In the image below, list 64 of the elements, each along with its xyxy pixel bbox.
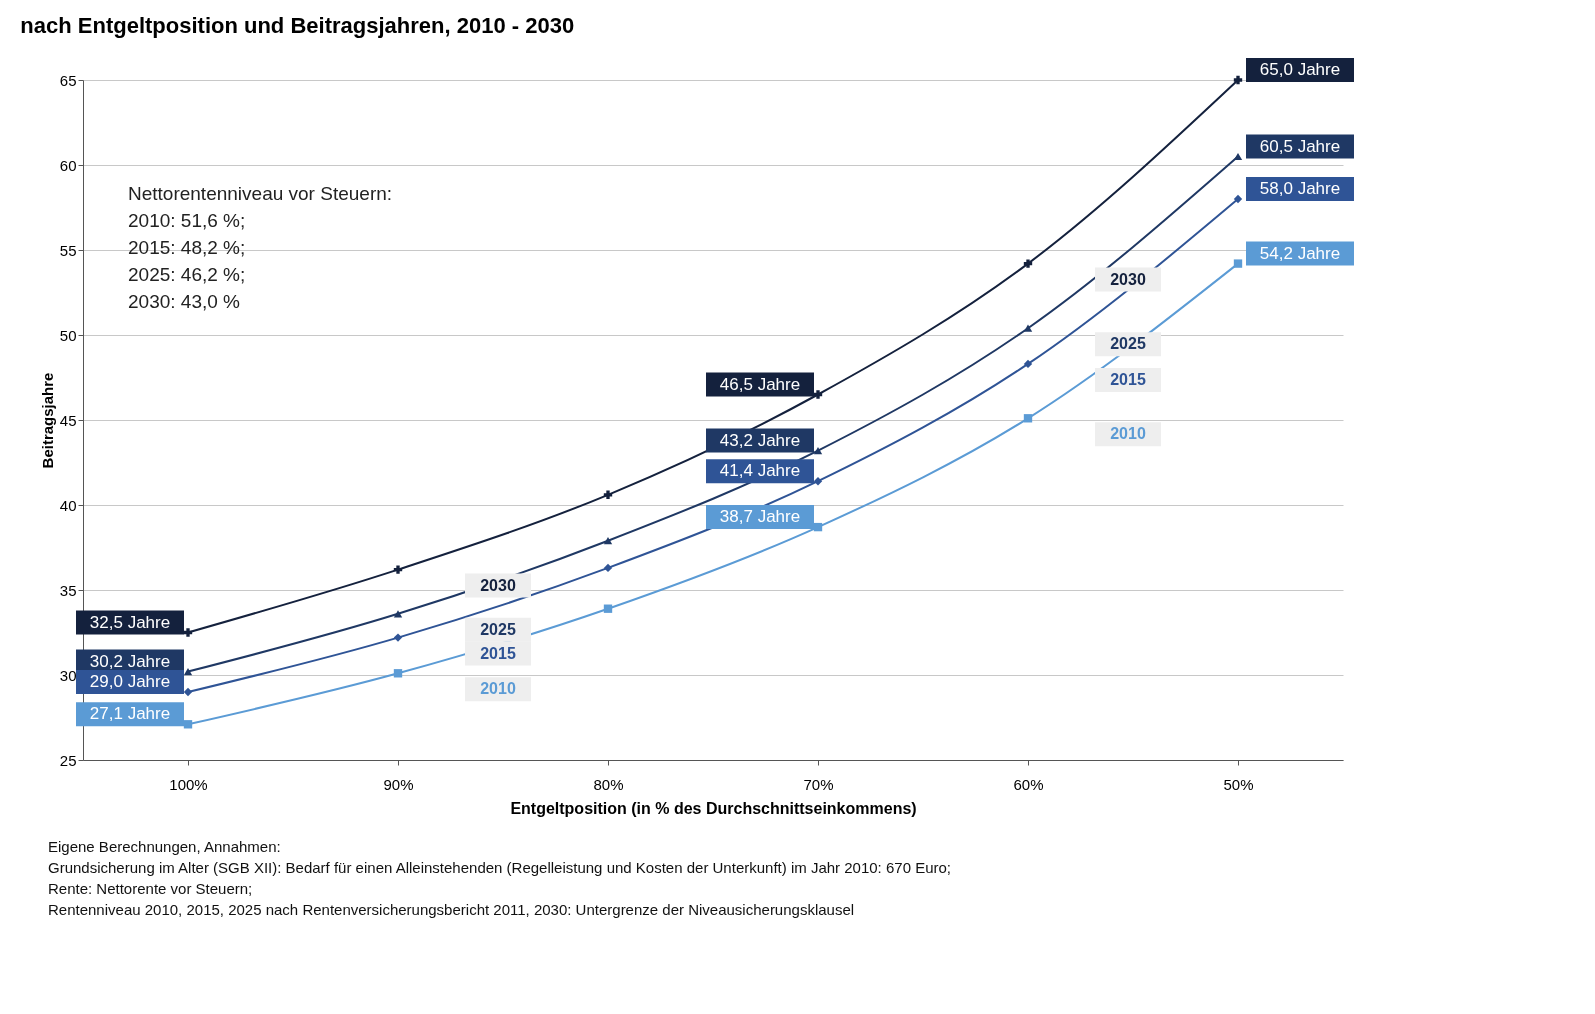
point: [1233, 259, 1243, 268]
data-label: 54,2 Jahre: [1259, 243, 1341, 263]
x-tick-label: 70%: [803, 775, 834, 793]
point: [183, 628, 193, 637]
series-label: 2025: [480, 620, 516, 638]
data-label: 60,5 Jahre: [1259, 136, 1341, 156]
series-label: 2010: [480, 680, 516, 698]
point: [603, 604, 613, 613]
text: 2025: [1110, 335, 1146, 353]
point: [393, 565, 403, 574]
y-tick-label: 40: [59, 496, 77, 514]
data-label: 29,0 Jahre: [89, 672, 171, 691]
y-tick-label: 45: [59, 411, 77, 429]
data-label: 27,1 Jahre: [89, 704, 171, 724]
point: [813, 446, 823, 455]
point: [183, 667, 193, 676]
text: 2030: [1110, 270, 1146, 288]
y-tick-label: 60: [59, 156, 77, 174]
point: [813, 522, 823, 532]
point: [1233, 75, 1243, 85]
x-tick-label: 100%: [169, 775, 208, 793]
point: [603, 537, 613, 545]
x-tick-label: 90%: [383, 775, 414, 793]
point: [1233, 194, 1243, 204]
text: 2015: [1110, 370, 1146, 388]
data-label: 58,0 Jahre: [1259, 179, 1341, 198]
point: [813, 390, 823, 399]
x-axis-title: Entgeltposition (in % des Durchschnittseinkommens): [510, 799, 917, 817]
point: [603, 490, 613, 499]
point: [393, 610, 403, 618]
text: 2010: [1110, 425, 1146, 443]
point: [1023, 359, 1033, 369]
point: [813, 477, 823, 486]
x-tick-label: 50%: [1223, 775, 1254, 793]
data-label: 43,2 Jahre: [719, 430, 801, 450]
y-tick-label: 30: [59, 666, 77, 684]
series-label: 2015: [480, 644, 516, 662]
data-label: 38,7 Jahre: [719, 507, 801, 527]
y-tick-label: 50: [59, 326, 77, 344]
point: [393, 633, 403, 642]
point: [183, 687, 193, 697]
x-tick-label: 80%: [593, 775, 624, 793]
point: [603, 563, 613, 573]
point: [183, 720, 193, 729]
data-label: 46,5 Jahre: [719, 374, 801, 394]
point: [1023, 414, 1033, 423]
point: [1233, 152, 1243, 161]
annotation: Nettorentenniveau vor Steuern: 2010: 51,6 %; 2015: 48,2 %; 2025: 46,2 %; 2030: 43,0 %: [128, 183, 393, 312]
text: Eigene Berechnungen, Annahmen: Grundsicherung im Alter (SGB XII): Bedarf für einen Alleinstehenden (Regelleistung und Kosten der Unterkunft) im Jahr 2010: 670 Euro; Rente: Nettorente vor Steuern; Rentenniveau 2010, 2015, 2025 nach Rentenversicherungsbericht 2011, 2030: Untergrenze der Niveausicherungsklausel: [48, 838, 951, 918]
data-label: 41,4 Jahre: [719, 461, 801, 481]
data-label: 30,2 Jahre: [89, 651, 171, 671]
y-axis-title: Beitragsjahre: [38, 372, 56, 469]
y-tick-label: 65: [59, 71, 77, 89]
chart-title: nach Entgeltposition und Beitragsjahren, 2010 - 2030: [20, 13, 575, 38]
point: [1023, 259, 1033, 268]
point: [1023, 324, 1033, 332]
point: [393, 669, 403, 678]
y-tick-label: 35: [59, 581, 77, 599]
data-label: 65,0 Jahre: [1259, 60, 1341, 79]
text: 2030: [480, 576, 516, 594]
y-tick-label: 55: [59, 241, 77, 259]
data-label: 32,5 Jahre: [89, 612, 171, 632]
y-tick-label: 25: [59, 751, 77, 769]
x-tick-label: 60%: [1013, 775, 1044, 793]
